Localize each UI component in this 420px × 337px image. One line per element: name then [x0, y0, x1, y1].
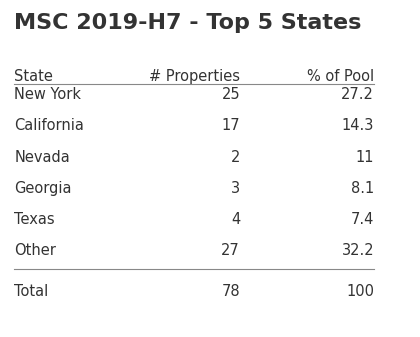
Text: California: California: [14, 118, 84, 133]
Text: New York: New York: [14, 87, 81, 102]
Text: 4: 4: [231, 212, 240, 227]
Text: 27: 27: [221, 243, 240, 258]
Text: 8.1: 8.1: [351, 181, 374, 196]
Text: # Properties: # Properties: [149, 69, 240, 84]
Text: 32.2: 32.2: [341, 243, 374, 258]
Text: Georgia: Georgia: [14, 181, 72, 196]
Text: MSC 2019-H7 - Top 5 States: MSC 2019-H7 - Top 5 States: [14, 13, 362, 33]
Text: % of Pool: % of Pool: [307, 69, 374, 84]
Text: Other: Other: [14, 243, 56, 258]
Text: 3: 3: [231, 181, 240, 196]
Text: 25: 25: [221, 87, 240, 102]
Text: 78: 78: [221, 284, 240, 299]
Text: 14.3: 14.3: [342, 118, 374, 133]
Text: Nevada: Nevada: [14, 150, 70, 164]
Text: Total: Total: [14, 284, 49, 299]
Text: 7.4: 7.4: [351, 212, 374, 227]
Text: 17: 17: [221, 118, 240, 133]
Text: Texas: Texas: [14, 212, 55, 227]
Text: 2: 2: [231, 150, 240, 164]
Text: 11: 11: [356, 150, 374, 164]
Text: 100: 100: [346, 284, 374, 299]
Text: State: State: [14, 69, 53, 84]
Text: 27.2: 27.2: [341, 87, 374, 102]
